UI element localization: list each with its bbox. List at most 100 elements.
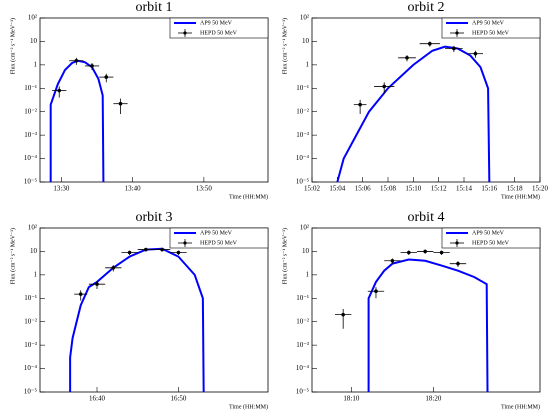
y-axis-label: Flux (cm⁻² s⁻¹ MeV⁻¹) <box>281 228 288 284</box>
hepd-point <box>160 247 164 252</box>
legend-label: HEPD 50 MeV <box>200 240 238 246</box>
y-tick-label: 10⁻³ <box>296 341 309 349</box>
panel-title: orbit 1 <box>136 0 173 15</box>
y-tick-label: 10⁻¹ <box>24 294 37 302</box>
x-tick-label: 15:18 <box>507 185 523 193</box>
y-tick-label: 10⁻⁴ <box>24 154 38 162</box>
y-tick-label: 10⁻⁵ <box>296 388 310 396</box>
legend-swatch <box>183 241 187 245</box>
hepd-point <box>428 41 432 46</box>
hepd-point <box>382 84 387 89</box>
ap9-line <box>336 45 491 183</box>
panel: orbit 2 10⁻⁵ 10⁻⁴ 10⁻³ 10⁻² 10⁻¹ 1 10 10² 15:02 15… <box>281 0 548 200</box>
y-tick-label: 10 <box>302 37 310 45</box>
panel-title: orbit 3 <box>136 210 173 225</box>
y-tick-label: 10⁻⁴ <box>24 364 38 372</box>
hepd-point <box>374 289 378 294</box>
x-tick-label: 18:10 <box>343 395 359 403</box>
hepd-point <box>423 249 427 254</box>
y-tick-label: 10⁻¹ <box>296 294 309 302</box>
hepd-point <box>473 51 478 56</box>
x-axis-label: Time (HH:MM) <box>501 193 540 200</box>
y-tick-label: 10² <box>28 14 37 22</box>
y-tick-label: 10 <box>30 37 38 45</box>
y-axis-label: Flux (cm⁻² s⁻¹ MeV⁻¹) <box>281 18 288 74</box>
y-tick-label: 1 <box>34 60 38 68</box>
plot-frame <box>311 17 541 183</box>
ap9-line <box>367 258 489 393</box>
y-tick-label: 10² <box>300 224 309 232</box>
y-tick-label: 10⁻⁴ <box>296 154 310 162</box>
hepd-point <box>118 101 123 106</box>
legend-label: AP9 50 MeV <box>200 20 233 26</box>
y-tick-label: 1 <box>34 270 38 278</box>
x-tick-label: 15:12 <box>431 185 447 193</box>
x-axis-label: Time (HH:MM) <box>229 193 268 200</box>
y-tick-label: 10⁻⁵ <box>24 178 38 186</box>
hepd-point <box>95 282 99 286</box>
x-tick-label: 16:50 <box>170 395 186 403</box>
x-tick-label: 15:08 <box>380 185 396 193</box>
legend-swatch <box>455 31 459 35</box>
hepd-point <box>104 75 109 79</box>
hepd-point <box>341 312 345 317</box>
panel: orbit 4 10⁻⁵ 10⁻⁴ 10⁻³ 10⁻² 10⁻¹ 1 10 10² 18:10 18… <box>281 210 541 410</box>
panel: orbit 1 10⁻⁵ 10⁻⁴ 10⁻³ 10⁻² 10⁻¹ 1 10 10² 13:30 13… <box>9 0 269 200</box>
y-tick-label: 10⁻² <box>296 317 309 325</box>
legend-label: AP9 50 MeV <box>200 230 233 236</box>
hepd-point <box>439 250 444 255</box>
y-tick-label: 10⁻³ <box>24 341 37 349</box>
hepd-point <box>57 88 62 93</box>
hepd-point <box>406 250 411 255</box>
legend-label: HEPD 50 MeV <box>472 240 510 246</box>
x-tick-label: 15:20 <box>532 185 548 193</box>
y-tick-label: 10² <box>28 224 37 232</box>
x-tick-label: 15:14 <box>456 185 472 193</box>
x-tick-label: 16:40 <box>89 395 105 403</box>
x-axis-label: Time (HH:MM) <box>229 403 268 410</box>
x-axis-label: Time (HH:MM) <box>501 403 540 410</box>
x-tick-label: 13:30 <box>53 185 69 193</box>
y-axis-label: Flux (cm⁻² s⁻¹ MeV⁻¹) <box>9 228 16 284</box>
plot-frame <box>39 227 269 393</box>
panel-title: orbit 4 <box>408 210 445 225</box>
legend-swatch <box>183 31 187 35</box>
legend-label: AP9 50 MeV <box>472 20 505 26</box>
y-tick-label: 10⁻² <box>24 317 37 325</box>
legend-swatch <box>455 241 459 245</box>
hepd-point <box>456 261 460 266</box>
plot-frame <box>311 227 541 393</box>
legend-label: AP9 50 MeV <box>472 230 505 236</box>
hepd-point <box>74 58 79 63</box>
y-tick-label: 10⁻⁵ <box>296 178 310 186</box>
legend-label: HEPD 50 MeV <box>200 30 238 36</box>
x-tick-label: 15:04 <box>329 185 345 193</box>
y-tick-label: 10 <box>302 247 310 255</box>
hepd-point <box>144 247 148 252</box>
y-axis-label: Flux (cm⁻² s⁻¹ MeV⁻¹) <box>9 18 16 74</box>
hepd-point <box>127 250 132 255</box>
y-tick-label: 10⁻⁵ <box>24 388 38 396</box>
hepd-point <box>358 102 362 107</box>
x-tick-label: 18:20 <box>425 395 441 403</box>
hepd-point <box>405 56 409 60</box>
ap9-line <box>69 247 205 393</box>
y-tick-label: 1 <box>306 270 310 278</box>
hepd-point <box>111 266 116 270</box>
hepd-point <box>78 292 83 296</box>
y-tick-label: 10⁻¹ <box>24 84 37 92</box>
x-tick-label: 15:16 <box>481 185 497 193</box>
y-tick-label: 1 <box>306 60 310 68</box>
y-tick-label: 10² <box>300 14 309 22</box>
hepd-point <box>90 64 94 68</box>
x-tick-label: 15:02 <box>304 185 320 193</box>
y-tick-label: 10⁻³ <box>24 131 37 139</box>
y-tick-label: 10⁻² <box>24 107 37 115</box>
hepd-point <box>390 258 395 263</box>
panel-title: orbit 2 <box>408 0 445 15</box>
x-tick-label: 15:10 <box>405 185 421 193</box>
y-tick-label: 10⁻³ <box>296 131 309 139</box>
plot-frame <box>39 17 269 183</box>
legend-label: HEPD 50 MeV <box>472 30 510 36</box>
